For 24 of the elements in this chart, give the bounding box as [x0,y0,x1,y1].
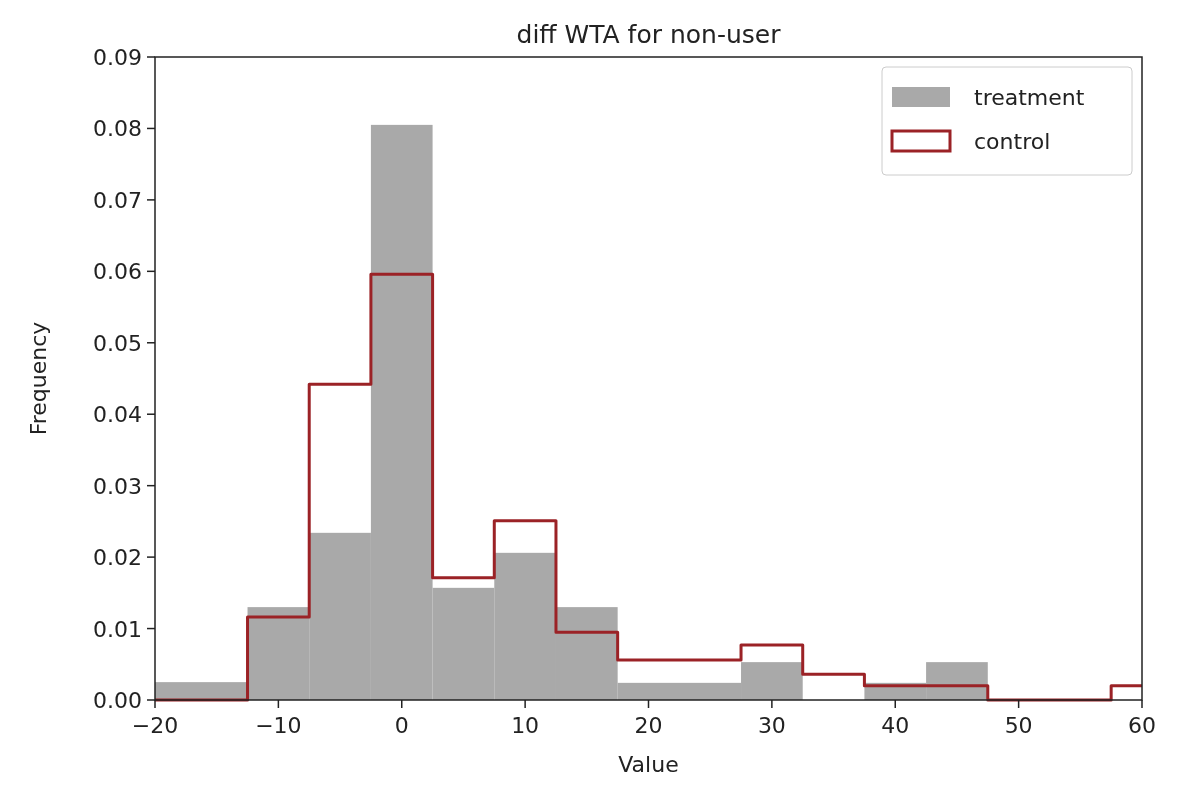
y-tick-label: 0.08 [93,116,142,142]
y-tick-label: 0.06 [93,259,142,285]
x-tick-label: 30 [757,713,786,738]
chart-title: diff WTA for non-user [516,20,782,49]
y-tick-label: 0.04 [93,402,142,428]
x-tick-label: 50 [1004,713,1033,738]
y-tick-label: 0.05 [93,330,142,356]
y-axis-title: Frequency [26,321,51,436]
x-tick-label: −10 [255,713,302,738]
y-tick-label: 0.09 [93,45,142,70]
x-tick-label: −20 [131,713,179,738]
x-tick-label: 40 [881,713,910,738]
x-tick-label: 60 [1128,713,1156,738]
y-tick-label: 0.00 [93,688,142,713]
y-tick-label: 0.01 [93,616,142,642]
x-axis-title: Value [618,752,679,777]
x-tick-label: 20 [634,713,663,738]
legend-label: treatment [974,85,1085,110]
x-tick-label: 0 [394,713,409,738]
y-tick-label: 0.02 [93,545,142,571]
legend-label: control [974,129,1051,154]
y-tick-label: 0.03 [93,473,142,499]
y-tick-label: 0.07 [93,187,142,213]
x-tick-label: 10 [511,713,540,738]
